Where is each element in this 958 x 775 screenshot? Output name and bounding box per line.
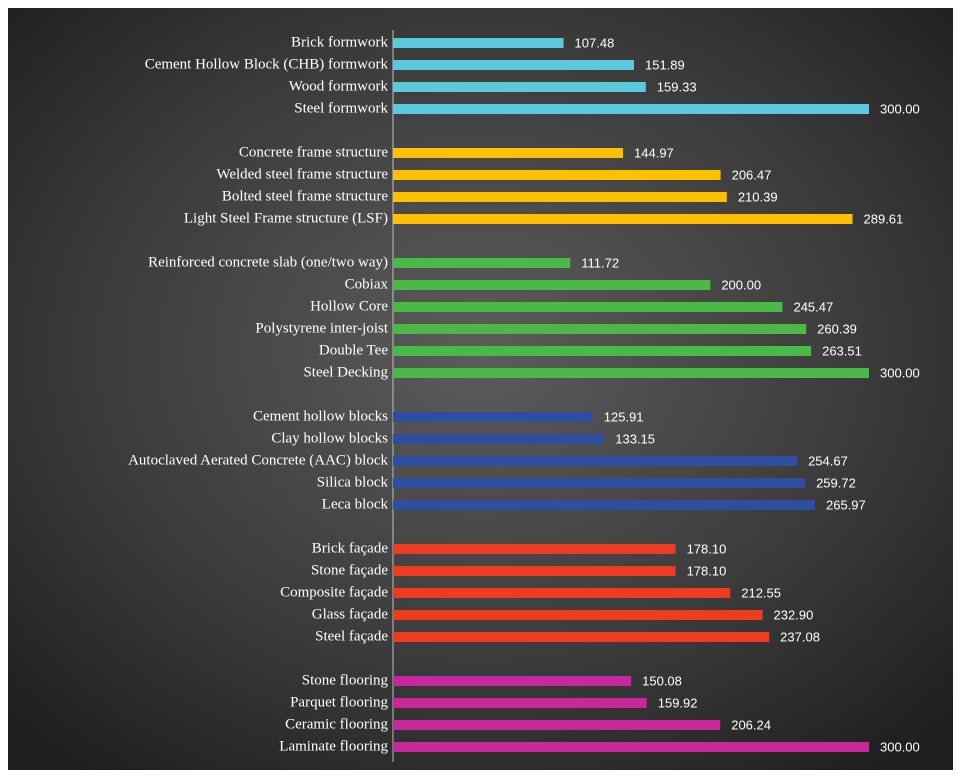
- category-label: Autoclaved Aerated Concrete (AAC) block: [128, 452, 388, 468]
- category-label: Composite façade: [280, 584, 388, 600]
- category-label: Stone façade: [311, 562, 388, 578]
- category-label: Brick façade: [312, 540, 389, 556]
- category-label: Glass façade: [312, 606, 389, 622]
- bar: [393, 720, 721, 730]
- value-label: 111.72: [581, 255, 619, 270]
- bar: [393, 60, 634, 70]
- category-label: Brick formwork: [291, 34, 389, 50]
- category-label: Parquet flooring: [290, 694, 388, 710]
- bar: [393, 82, 646, 92]
- value-label: 300.00: [880, 365, 920, 380]
- value-label: 200.00: [721, 277, 761, 292]
- bar: [393, 544, 676, 554]
- bar: [393, 566, 676, 576]
- category-label: Hollow Core: [310, 298, 388, 314]
- bar: [393, 38, 564, 48]
- value-label: 260.39: [817, 321, 857, 336]
- value-label: 150.08: [642, 673, 682, 688]
- category-label: Cobiax: [345, 276, 389, 292]
- value-label: 254.67: [808, 453, 848, 468]
- category-label: Cement hollow blocks: [253, 408, 388, 424]
- bar: [393, 192, 727, 202]
- bar: [393, 258, 571, 268]
- category-label: Polystyrene inter-joist: [255, 320, 388, 336]
- category-label: Leca block: [322, 496, 389, 512]
- category-label: Stone flooring: [302, 672, 389, 688]
- bar: [393, 434, 605, 444]
- value-label: 232.90: [774, 607, 814, 622]
- bar: [393, 170, 721, 180]
- category-label: Concrete frame structure: [239, 144, 388, 160]
- value-label: 300.00: [880, 101, 920, 116]
- category-label: Steel Decking: [303, 364, 388, 380]
- value-label: 206.24: [731, 717, 771, 732]
- category-label: Welded steel frame structure: [216, 166, 388, 182]
- chart-background: [8, 8, 953, 770]
- bar: [393, 478, 806, 488]
- bar: [393, 676, 632, 686]
- category-label: Steel formwork: [294, 100, 388, 116]
- value-label: 151.89: [645, 57, 685, 72]
- value-label: 178.10: [687, 563, 727, 578]
- category-label: Steel façade: [315, 628, 388, 644]
- value-label: 206.47: [732, 167, 772, 182]
- value-label: 178.10: [687, 541, 727, 556]
- value-label: 159.33: [657, 79, 697, 94]
- bar: [393, 302, 783, 312]
- bar: [393, 412, 593, 422]
- bar: [393, 104, 869, 114]
- bar: [393, 500, 816, 510]
- value-label: 265.97: [826, 497, 866, 512]
- bar: [393, 588, 731, 598]
- value-label: 259.72: [816, 475, 856, 490]
- bar: [393, 632, 770, 642]
- bar: [393, 698, 647, 708]
- value-label: 107.48: [575, 35, 615, 50]
- value-label: 133.15: [615, 431, 655, 446]
- bar: [393, 368, 869, 378]
- bar: [393, 742, 869, 752]
- category-label: Reinforced concrete slab (one/two way): [148, 254, 388, 270]
- bar: [393, 148, 624, 158]
- value-label: 125.91: [604, 409, 644, 424]
- value-label: 245.47: [793, 299, 833, 314]
- bar: [393, 456, 798, 466]
- value-label: 289.61: [864, 211, 904, 226]
- value-label: 263.51: [822, 343, 862, 358]
- category-label: Cement Hollow Block (CHB) formwork: [145, 56, 389, 72]
- bar: [393, 610, 763, 620]
- category-label: Ceramic flooring: [285, 716, 388, 732]
- bar: [393, 280, 711, 290]
- value-label: 237.08: [780, 629, 820, 644]
- value-label: 144.97: [634, 145, 674, 160]
- bar: [393, 346, 812, 356]
- value-label: 210.39: [738, 189, 778, 204]
- bar: [393, 324, 807, 334]
- category-label: Clay hollow blocks: [271, 430, 388, 446]
- category-label: Double Tee: [319, 342, 388, 358]
- value-label: 212.55: [741, 585, 781, 600]
- category-label: Bolted steel frame structure: [222, 188, 389, 204]
- bar: [393, 214, 853, 224]
- category-label: Laminate flooring: [279, 738, 388, 754]
- category-label: Light Steel Frame structure (LSF): [184, 210, 388, 226]
- category-label: Wood formwork: [289, 78, 389, 94]
- value-label: 159.92: [658, 695, 698, 710]
- category-label: Silica block: [317, 474, 389, 490]
- value-label: 300.00: [880, 739, 920, 754]
